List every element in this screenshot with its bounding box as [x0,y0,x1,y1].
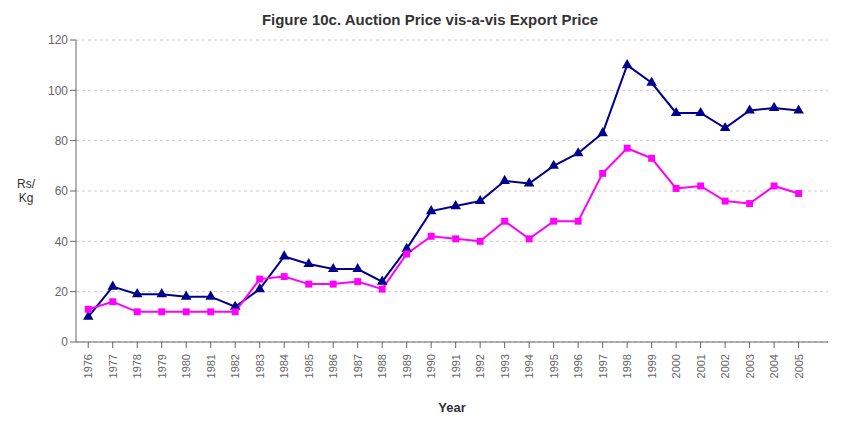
svg-text:0: 0 [61,335,68,349]
svg-text:1979: 1979 [156,354,168,378]
svg-text:1984: 1984 [278,354,290,378]
svg-text:2000: 2000 [670,354,682,378]
svg-text:1991: 1991 [450,354,462,378]
svg-text:2004: 2004 [768,354,780,378]
svg-text:1980: 1980 [180,354,192,378]
html-text:Figure 10c. Auction Price vis-: Figure 10c. Auction Price vis-a-vis Expo… [261,11,599,28]
svg-text:1998: 1998 [621,354,633,378]
svg-text:1999: 1999 [646,354,658,378]
svg-text:100: 100 [48,84,68,98]
svg-text:2002: 2002 [719,354,731,378]
svg-text:2003: 2003 [744,354,756,378]
svg-text:1992: 1992 [474,354,486,378]
svg-text:2001: 2001 [695,354,707,378]
svg-text:1983: 1983 [254,354,266,378]
svg-text:120: 120 [48,33,68,47]
svg-text:1995: 1995 [548,354,560,378]
svg-text:1994: 1994 [523,354,535,378]
svg-text:1977: 1977 [107,354,119,378]
svg-text:80: 80 [55,134,69,148]
svg-text:1978: 1978 [131,354,143,378]
svg-text:Rs/Kg: Rs/Kg [17,177,36,205]
svg-text:40: 40 [55,235,69,249]
svg-text:20: 20 [55,285,69,299]
svg-text:60: 60 [55,184,69,198]
svg-text:Year: Year [438,400,465,415]
svg-text:1993: 1993 [499,354,511,378]
svg-text:1996: 1996 [572,354,584,378]
svg-text:1987: 1987 [352,354,364,378]
svg-text:1988: 1988 [376,354,388,378]
svg-text:1989: 1989 [401,354,413,378]
svg-text:1997: 1997 [597,354,609,378]
svg-text:1986: 1986 [327,354,339,378]
svg-text:1990: 1990 [425,354,437,378]
svg-text:1981: 1981 [205,354,217,378]
svg-text:1985: 1985 [303,354,315,378]
svg-text:1976: 1976 [82,354,94,378]
svg-text:2005: 2005 [793,354,805,378]
svg-text:1982: 1982 [229,354,241,378]
